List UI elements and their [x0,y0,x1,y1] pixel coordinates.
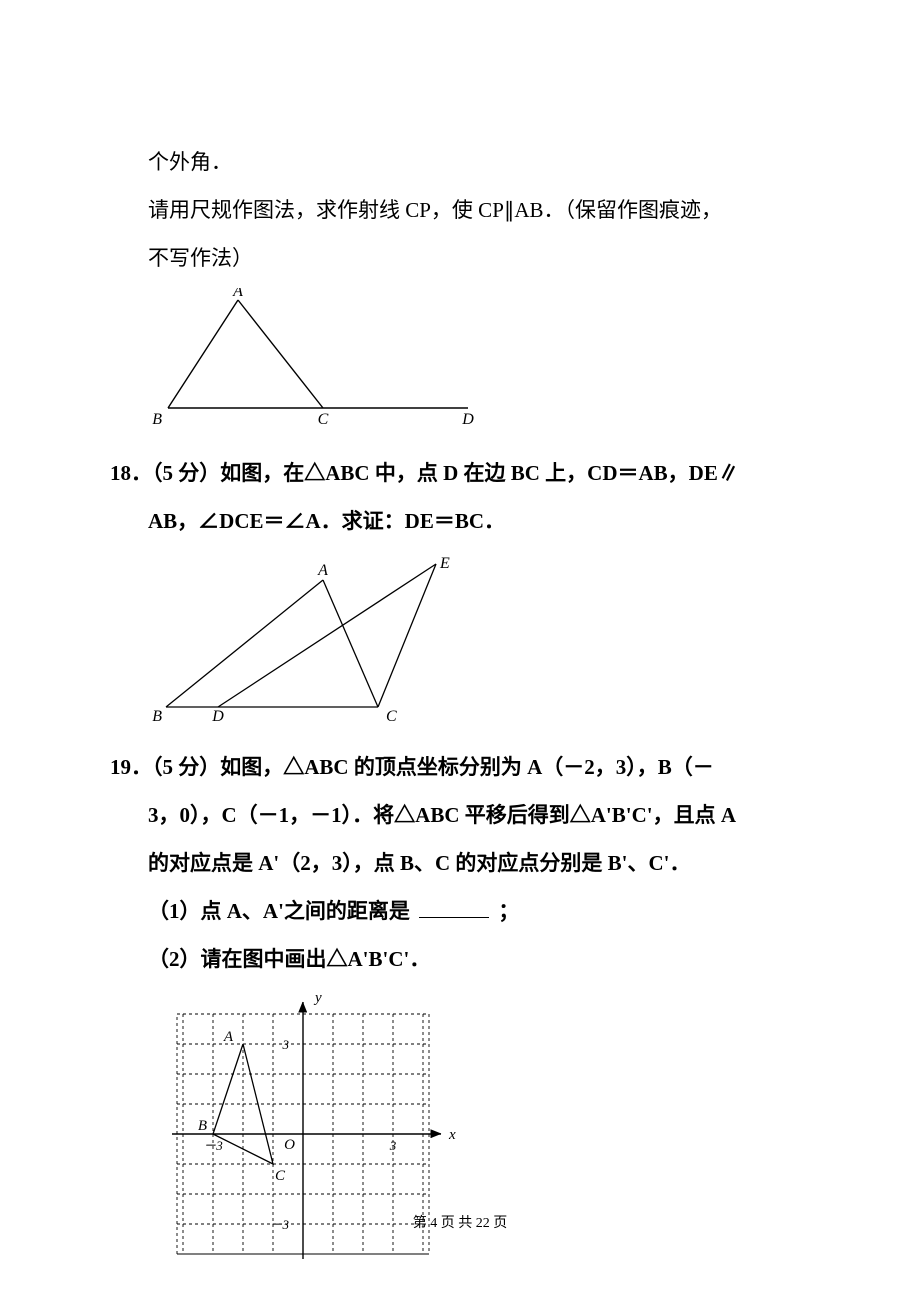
q19-sub1: （1）点 A、A'之间的距离是 ； [110,889,810,933]
q19-points: （5 分） [152,755,220,779]
q19-line2: 3，0），C（－1，－1）．将△ABC 平移后得到△A'B'C'，且点 A [110,793,810,837]
q19-sub1b: ； [498,899,519,923]
footer-middle: 页 共 [437,1216,476,1231]
q19-line3: 的对应点是 A'（2，3），点 B、C 的对应点分别是 B'、C'． [110,841,810,885]
q18-figure: A B C D E [148,552,810,737]
q17-line3: 不写作法） [110,236,810,280]
svg-text:B: B [152,411,162,428]
svg-text:O: O [284,1137,295,1153]
q18-line1: 18．（5 分）如图，在△ABC 中，点 D 在边 BC 上，CD＝AB，DE∥ [110,451,810,495]
svg-text:E: E [439,555,450,572]
footer-total: 22 [476,1216,490,1231]
svg-text:C: C [386,708,397,722]
q18-number: 18． [110,461,152,485]
svg-text:3: 3 [282,1037,290,1052]
svg-text:C: C [318,411,329,428]
q19-text1: 如图，△ABC 的顶点坐标分别为 A（－2，3），B（－ [220,755,714,779]
svg-text:B: B [152,708,162,722]
q17-line2: 请用尺规作图法，求作射线 CP，使 CP∥AB．（保留作图痕迹， [110,188,810,232]
q19-blank [419,917,489,918]
page-footer: 第 4 页 共 22 页 [0,1212,920,1232]
q19-sub1a: （1）点 A、A'之间的距离是 [148,899,410,923]
svg-text:y: y [313,990,322,1006]
svg-text:A: A [232,288,243,300]
svg-text:C: C [275,1168,286,1184]
q19-line1: 19．（5 分）如图，△ABC 的顶点坐标分别为 A（－2，3），B（－ [110,745,810,789]
svg-text:A: A [223,1029,234,1045]
q18-line2: AB，∠DCE＝∠A．求证：DE＝BC． [110,499,810,543]
footer-suffix: 页 [490,1216,508,1231]
q18-points: （5 分） [152,461,220,485]
q19-number: 19． [110,755,152,779]
q19-figure: xyO－333－3ABC [148,989,810,1284]
q19-sub2: （2）请在图中画出△A'B'C'． [110,937,810,981]
svg-text:－3: －3 [203,1138,223,1153]
page-content: 个外角． 请用尺规作图法，求作射线 CP，使 CP∥AB．（保留作图痕迹， 不写… [110,140,810,1284]
svg-text:B: B [198,1118,207,1134]
svg-text:A: A [317,562,328,579]
svg-text:3: 3 [389,1138,397,1153]
q18-text1: 如图，在△ABC 中，点 D 在边 BC 上，CD＝AB，DE∥ [220,461,739,485]
svg-text:x: x [448,1127,456,1143]
svg-text:D: D [211,708,224,722]
q17-line1: 个外角． [110,140,810,184]
q17-figure: A B C D [148,288,810,443]
svg-text:D: D [461,411,474,428]
footer-prefix: 第 [413,1216,431,1231]
